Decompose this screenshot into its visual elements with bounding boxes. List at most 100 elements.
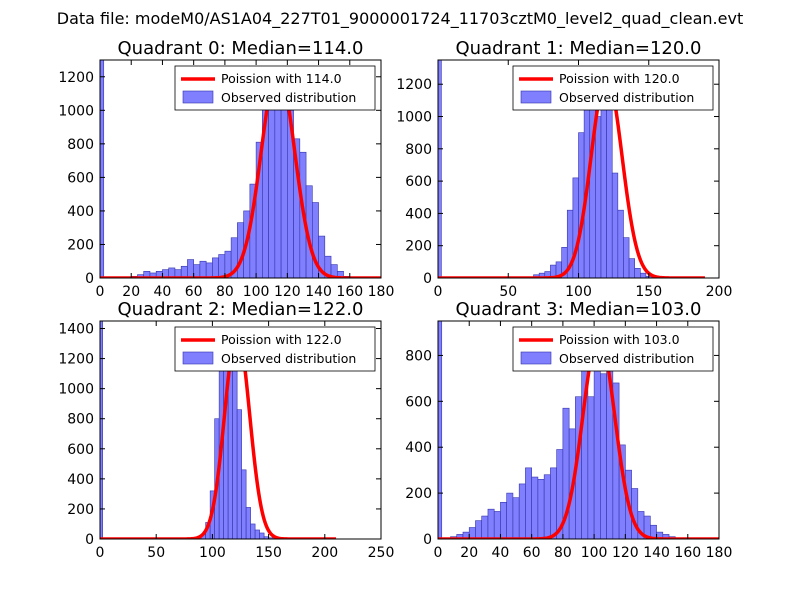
axes-frame bbox=[99, 320, 382, 540]
y-tick-label: 1000 bbox=[396, 110, 432, 126]
histogram-bar bbox=[245, 507, 251, 539]
x-tick-label: 180 bbox=[368, 284, 395, 300]
legend-line-label: Poission with 120.0 bbox=[559, 71, 680, 86]
histogram-bar bbox=[611, 172, 619, 278]
legend-line-label: Poission with 114.0 bbox=[221, 71, 342, 86]
histogram-bar bbox=[518, 483, 526, 539]
histogram-bar bbox=[475, 520, 483, 539]
y-tick-label: 600 bbox=[405, 174, 432, 190]
histogram-bar bbox=[525, 467, 532, 539]
histogram-bar bbox=[512, 497, 520, 539]
x-tick-label: 80 bbox=[216, 284, 234, 300]
histogram-bar bbox=[487, 508, 495, 539]
plot-area bbox=[100, 60, 381, 278]
y-tick-label: 600 bbox=[405, 394, 432, 410]
histogram-bar bbox=[623, 237, 630, 278]
figure-suptitle: Data file: modeM0/AS1A04_227T01_90000017… bbox=[57, 9, 743, 29]
y-tick-label: 400 bbox=[67, 472, 94, 488]
y-tick-label: 600 bbox=[67, 170, 94, 186]
histogram-bar bbox=[218, 254, 226, 278]
legend-bar-swatch bbox=[182, 90, 214, 104]
y-tick-label: 400 bbox=[405, 206, 432, 222]
subplot-quadrant-2: 0 50 100 150 200 250 0 200 400 600 800 1000 1200 1400… bbox=[58, 299, 394, 561]
histogram-bar bbox=[205, 262, 213, 278]
x-tick-label: 250 bbox=[368, 545, 395, 561]
x-tick-label: 100 bbox=[199, 545, 226, 561]
y-tick-label: 1200 bbox=[58, 352, 94, 368]
y-tick-label: 1000 bbox=[58, 103, 94, 119]
legend-bar-swatch bbox=[520, 90, 552, 104]
plot-area bbox=[100, 321, 337, 539]
axes-frame bbox=[99, 59, 382, 279]
histogram-bar bbox=[254, 529, 260, 539]
subplot-title: Quadrant 3: Median=103.0 bbox=[456, 299, 702, 320]
histogram-bar bbox=[600, 83, 607, 278]
x-tick-label: 0 bbox=[434, 284, 443, 300]
poisson-curve bbox=[100, 329, 337, 539]
poisson-curve bbox=[100, 66, 381, 278]
histogram-bar bbox=[506, 492, 514, 539]
x-tick-label: 80 bbox=[554, 545, 572, 561]
y-tick-label: 200 bbox=[67, 237, 94, 253]
histogram-bar bbox=[180, 265, 188, 278]
axes-frame bbox=[437, 320, 720, 540]
histogram-bar bbox=[606, 108, 613, 278]
legend: Poission with 122.0 Observed distribution bbox=[174, 326, 376, 372]
histogram-bar bbox=[250, 523, 256, 539]
legend-line-label: Poission with 103.0 bbox=[559, 332, 680, 347]
histogram-bar bbox=[587, 396, 595, 539]
subplot-quadrant-0: 0 20 40 60 80 100 120 140 160 180 0 200 400 600 800 100… bbox=[58, 38, 394, 300]
legend-bar-swatch bbox=[520, 351, 552, 365]
histogram-bar-zero bbox=[438, 321, 443, 539]
legend-bar-label: Observed distribution bbox=[559, 90, 694, 105]
histogram-bar bbox=[236, 409, 242, 539]
y-tick-label: 400 bbox=[405, 440, 432, 456]
y-tick-label: 0 bbox=[423, 532, 432, 548]
x-tick-label: 200 bbox=[311, 545, 338, 561]
y-tick-label: 800 bbox=[405, 348, 432, 364]
histogram-bar bbox=[259, 532, 265, 539]
y-tick-label: 1400 bbox=[58, 322, 94, 338]
x-tick-label: 0 bbox=[96, 545, 105, 561]
x-tick-label: 150 bbox=[635, 284, 662, 300]
histogram-bar bbox=[241, 469, 247, 539]
subplot-title: Quadrant 0: Median=114.0 bbox=[118, 38, 364, 59]
legend: Poission with 103.0 Observed distribution bbox=[512, 326, 714, 372]
x-tick-label: 20 bbox=[460, 545, 478, 561]
x-tick-label: 40 bbox=[492, 545, 510, 561]
x-tick-label: 200 bbox=[706, 284, 733, 300]
histogram-bar bbox=[199, 260, 207, 278]
subplot-title: Quadrant 1: Median=120.0 bbox=[456, 38, 702, 59]
histogram-bar bbox=[543, 474, 551, 539]
histogram-bar bbox=[572, 177, 579, 278]
y-tick-label: 0 bbox=[85, 532, 94, 548]
x-tick-label: 20 bbox=[122, 284, 140, 300]
x-tick-label: 60 bbox=[185, 284, 203, 300]
y-tick-label: 0 bbox=[423, 271, 432, 287]
histogram-bar bbox=[212, 257, 219, 278]
legend-bar-swatch bbox=[182, 351, 214, 365]
histogram-bar bbox=[481, 515, 489, 539]
legend-line-label: Poission with 122.0 bbox=[221, 332, 342, 347]
histogram-bar bbox=[537, 479, 545, 539]
y-tick-label: 400 bbox=[67, 204, 94, 220]
legend-bar-label: Observed distribution bbox=[221, 351, 356, 366]
x-tick-label: 40 bbox=[154, 284, 172, 300]
x-tick-label: 100 bbox=[565, 284, 592, 300]
y-tick-label: 800 bbox=[405, 142, 432, 158]
histogram-bar-zero bbox=[100, 321, 103, 539]
histogram-bar bbox=[628, 258, 636, 278]
legend-bar-label: Observed distribution bbox=[221, 90, 356, 105]
y-tick-label: 200 bbox=[67, 502, 94, 518]
y-tick-label: 1000 bbox=[58, 382, 94, 398]
histogram-bar bbox=[531, 476, 539, 539]
x-tick-label: 120 bbox=[612, 545, 639, 561]
histogram-bar-zero bbox=[438, 60, 442, 278]
subplot-quadrant-1: 0 50 100 150 200 0 200 400 600 800 1000 1200 Quadran… bbox=[396, 38, 732, 300]
x-tick-label: 120 bbox=[274, 284, 301, 300]
histogram-bar bbox=[493, 511, 501, 539]
histogram-bar bbox=[500, 501, 507, 539]
x-tick-label: 100 bbox=[243, 284, 270, 300]
legend-bar-label: Observed distribution bbox=[559, 351, 694, 366]
